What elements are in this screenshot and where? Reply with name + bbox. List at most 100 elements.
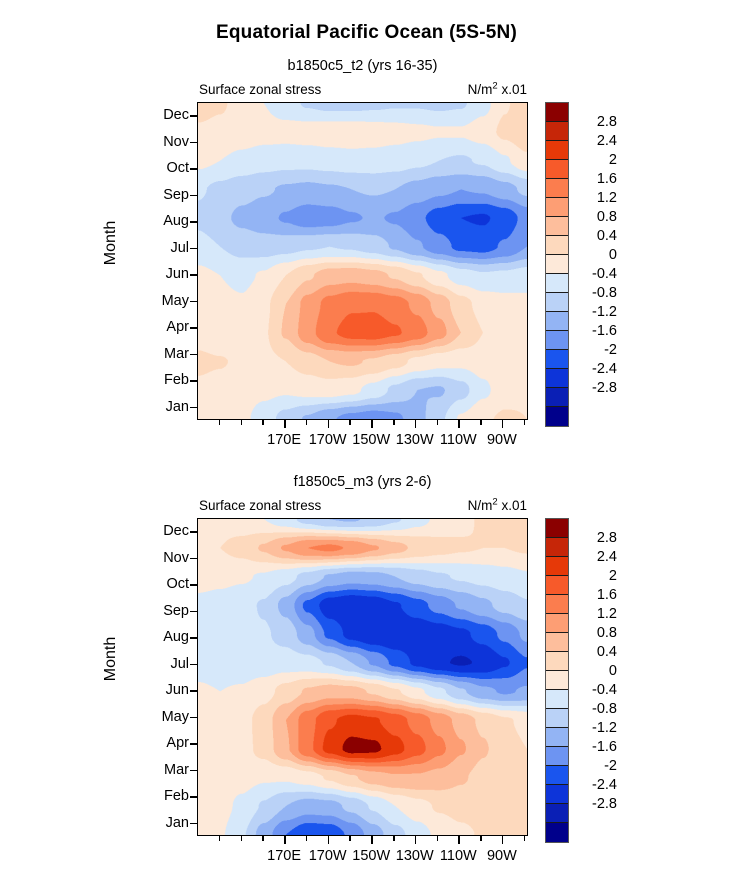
colorbar-band	[546, 331, 568, 350]
y-tick-mark	[190, 610, 197, 613]
x-tick-mark-major	[284, 420, 286, 428]
units-exponent: 2	[492, 496, 498, 508]
x-tick-label-110w: 110W	[439, 848, 477, 864]
colorbar-tick-label: 0.8	[596, 209, 617, 225]
y-tick-mark	[190, 380, 197, 382]
panel-bottom-units-label: N/m2 x.01	[330, 496, 527, 513]
colorbar-band	[546, 293, 568, 312]
x-tick-mark-major	[501, 420, 504, 428]
x-tick-label-90w: 90W	[486, 848, 517, 864]
colorbar-band	[546, 747, 568, 766]
colorbar-tick-label: -2	[604, 342, 617, 358]
x-tick-mark-minor	[218, 836, 221, 841]
colorbar-tick-label: 2	[608, 568, 617, 584]
x-tick-mark-major	[284, 836, 286, 844]
units-suffix: x.01	[497, 82, 527, 97]
panel-bottom-variable-label: Surface zonal stress	[199, 498, 322, 513]
y-tick-label-apr: Apr	[166, 735, 189, 752]
y-tick-mark	[190, 557, 197, 560]
colorbar-band	[546, 274, 568, 293]
colorbar-tick-label: 0.4	[596, 644, 617, 660]
units-exponent: 2	[492, 80, 498, 92]
x-tick-mark-major	[327, 836, 330, 844]
y-tick-label-mar: Mar	[164, 345, 189, 362]
colorbar-tick-label: -2	[604, 758, 617, 774]
colorbar-tick-label: -1.6	[592, 323, 617, 339]
y-tick-mark	[190, 327, 197, 329]
y-tick-mark	[190, 769, 197, 772]
y-tick-label-nov: Nov	[163, 133, 189, 150]
colorbar-tick-label: -2.4	[592, 361, 617, 377]
colorbar-band	[546, 823, 568, 842]
y-tick-mark	[190, 743, 197, 745]
colorbar-tick-label: 2	[608, 152, 617, 168]
x-tick-mark-minor	[218, 420, 221, 425]
colorbar-band	[546, 538, 568, 557]
y-tick-label-oct: Oct	[166, 576, 189, 593]
x-tick-mark-minor	[436, 420, 439, 425]
y-tick-label-jun: Jun	[165, 266, 189, 283]
colorbar-band	[546, 198, 568, 217]
y-tick-mark	[190, 663, 197, 666]
colorbar-band	[546, 141, 568, 160]
y-tick-label-may: May	[161, 708, 189, 725]
colorbar-band	[546, 217, 568, 236]
y-tick-mark	[190, 274, 197, 276]
colorbar-band	[546, 728, 568, 747]
y-tick-mark	[190, 822, 197, 825]
x-tick-mark-minor	[262, 836, 264, 841]
colorbar-band	[546, 652, 568, 671]
colorbar-band	[546, 122, 568, 141]
y-tick-mark	[190, 221, 197, 223]
y-tick-label-feb: Feb	[164, 372, 189, 389]
x-tick-mark-minor	[262, 420, 264, 425]
y-tick-mark	[190, 796, 197, 798]
y-tick-mark	[190, 406, 197, 409]
colorbar-band	[546, 312, 568, 331]
y-tick-label-jan: Jan	[165, 398, 189, 415]
y-tick-label-nov: Nov	[163, 549, 189, 566]
colorbar-band	[546, 633, 568, 652]
panel-top-units-label: N/m2 x.01	[330, 80, 527, 97]
colorbar-band	[546, 557, 568, 576]
colorbar-tick-label: 1.6	[596, 587, 617, 603]
x-tick-mark-minor	[392, 836, 395, 841]
y-tick-label-sep: Sep	[163, 602, 189, 619]
colorbar-band	[546, 103, 568, 122]
colorbar-tick-label: -2.8	[592, 380, 617, 396]
y-tick-label-jun: Jun	[165, 682, 189, 699]
colorbar-band	[546, 595, 568, 614]
panel-bottom-plot-area	[197, 518, 528, 836]
colorbar-tick-label: 2.4	[596, 133, 617, 149]
colorbar-band	[546, 766, 568, 785]
units-suffix: x.01	[497, 498, 527, 513]
y-tick-mark	[190, 353, 197, 356]
colorbar-tick-label: 0.4	[596, 228, 617, 244]
colorbar-band	[546, 350, 568, 369]
colorbar-tick-label: 2.8	[596, 114, 617, 130]
x-tick-mark-minor	[305, 420, 308, 425]
y-tick-label-sep: Sep	[163, 186, 189, 203]
x-tick-mark-major	[371, 836, 373, 844]
panel-top-subtitle: b1850c5_t2 (yrs 16-35)	[287, 58, 438, 74]
y-tick-label-jan: Jan	[165, 814, 189, 831]
y-tick-label-jul: Jul	[170, 239, 189, 256]
x-tick-mark-minor	[240, 836, 243, 841]
colorbar-tick-label: 1.2	[596, 606, 617, 622]
x-tick-mark-major	[458, 836, 460, 844]
x-tick-label-170e: 170E	[267, 848, 302, 864]
y-tick-label-may: May	[161, 292, 189, 309]
units-prefix: N/m	[467, 498, 493, 513]
y-tick-label-dec: Dec	[163, 107, 189, 124]
colorbar-tick-label: -2.8	[592, 796, 617, 812]
y-tick-mark	[190, 168, 197, 170]
y-tick-mark	[190, 716, 197, 719]
x-tick-label-170e: 170E	[267, 432, 302, 448]
x-tick-mark-major	[501, 836, 504, 844]
colorbar-band	[546, 179, 568, 198]
colorbar-band	[546, 160, 568, 179]
y-tick-mark	[190, 637, 197, 639]
colorbar-band	[546, 236, 568, 255]
panel-bottom-subtitle: f1850c5_m3 (yrs 2-6)	[293, 474, 432, 490]
